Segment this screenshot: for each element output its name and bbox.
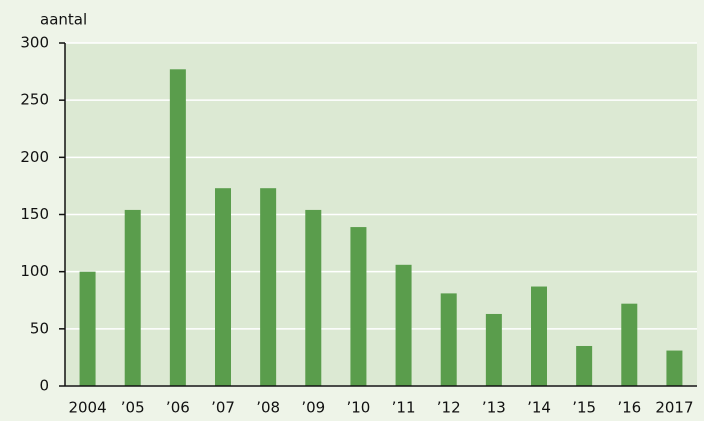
bar	[531, 286, 547, 386]
bar	[666, 350, 683, 386]
x-tick-label: ’11	[392, 399, 416, 417]
bars	[79, 69, 683, 387]
y-tick-label: 50	[30, 319, 49, 337]
x-tick-label: 2004	[68, 399, 106, 417]
y-tick-label: 150	[20, 205, 49, 223]
bar	[305, 209, 322, 386]
x-tick-label: ’16	[617, 399, 641, 417]
axes: 0 50 100 150 200 250 300 2004 ’05 ’06 ’07 ’08 ’09 ’10…	[20, 34, 697, 417]
y-tick-label: 0	[39, 377, 49, 395]
bar	[485, 313, 502, 386]
bar	[79, 271, 96, 386]
x-tick-label: ’15	[572, 399, 596, 417]
bar	[576, 345, 593, 386]
y-axis-label: aantal	[40, 11, 87, 29]
x-tick-label: 2017	[655, 399, 693, 417]
x-tick-label: ’14	[527, 399, 551, 417]
x-tick-label: ’12	[437, 399, 461, 417]
y-tick-label: 300	[20, 34, 49, 52]
bar	[260, 188, 277, 386]
bar	[395, 264, 412, 386]
y-tick-label: 100	[20, 262, 49, 280]
y-tick-label: 200	[20, 148, 49, 166]
bar	[124, 209, 141, 386]
bar	[169, 69, 186, 387]
x-tick-label: ’08	[256, 399, 280, 417]
bar	[350, 227, 367, 386]
x-tick-label: ’10	[346, 399, 370, 417]
bar	[440, 293, 457, 386]
x-tick-label: ’09	[301, 399, 325, 417]
x-tick-label: ’05	[121, 399, 145, 417]
y-tick-label: 250	[20, 91, 49, 109]
x-tick-label: ’06	[166, 399, 190, 417]
x-tick-label: ’07	[211, 399, 235, 417]
bar	[215, 188, 231, 386]
bar	[621, 303, 638, 386]
x-tick-label: ’13	[482, 399, 506, 417]
